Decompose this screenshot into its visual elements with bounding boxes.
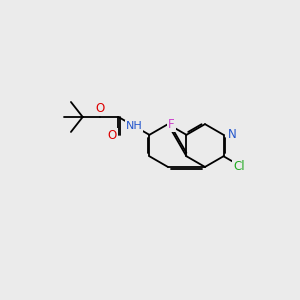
Text: NH: NH [126, 121, 142, 131]
Text: O: O [96, 103, 105, 116]
Text: N: N [227, 128, 236, 141]
Text: Cl: Cl [233, 160, 244, 173]
Text: F: F [168, 118, 175, 131]
Text: O: O [108, 129, 117, 142]
